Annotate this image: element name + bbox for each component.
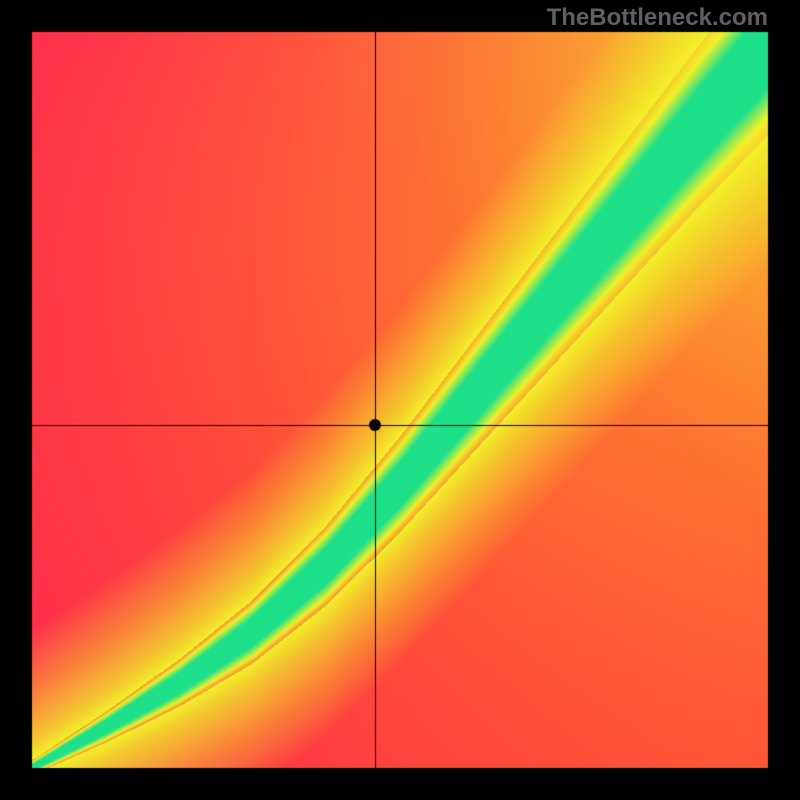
heatmap-canvas — [0, 0, 800, 800]
watermark-text: TheBottleneck.com — [547, 4, 768, 32]
